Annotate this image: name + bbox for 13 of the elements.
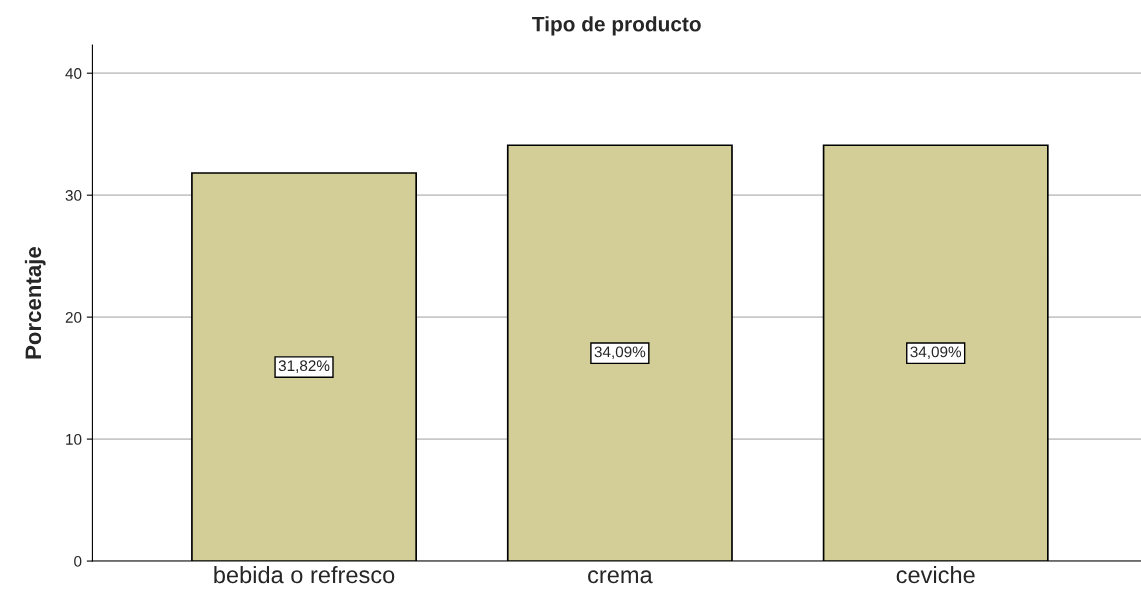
y-tick-label: 10 (66, 433, 82, 445)
y-tick-label: 0 (74, 555, 82, 567)
data-label: 34,09% (910, 346, 962, 360)
x-tick-label: crema (588, 570, 653, 584)
data-label: 34,09% (594, 346, 646, 360)
y-tick-label: 30 (65, 190, 82, 201)
x-tick-label: bebida o refresco (214, 565, 395, 584)
y-axis-title: Porcentaje (24, 247, 46, 359)
x-tick-label: ceviche (896, 565, 975, 584)
y-tick-label: 20 (65, 312, 82, 323)
data-label: 31,82% (278, 360, 330, 373)
chart-title: Tipo de producto (532, 16, 701, 36)
y-tick-label: 40 (65, 68, 82, 79)
